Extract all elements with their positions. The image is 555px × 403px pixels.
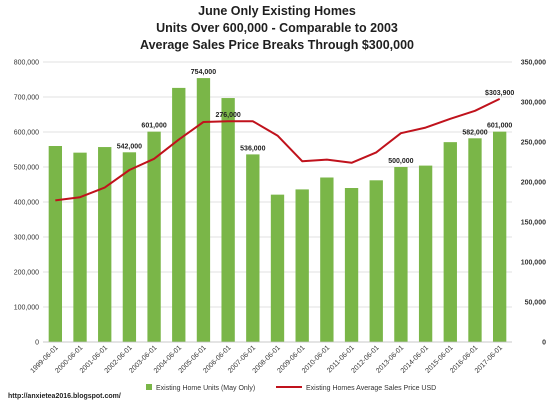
bar [394, 167, 408, 342]
data-label: 276,000 [215, 112, 240, 119]
bar [122, 152, 137, 342]
y-right-tick-label: 300,000 [521, 100, 546, 107]
bar [443, 142, 457, 342]
chart-title-line-2: Units Over 600,000 - Comparable to 2003 [156, 21, 398, 35]
bar [270, 194, 285, 342]
bar [98, 147, 112, 342]
bar [246, 154, 260, 342]
bar [221, 98, 235, 342]
bar [172, 87, 186, 343]
data-label: $303,900 [485, 90, 514, 97]
data-label: 536,000 [240, 145, 265, 152]
price-line [55, 97, 501, 202]
y-right-tick-label: 250,000 [521, 140, 546, 147]
y-left-tick-label: 700,000 [14, 95, 39, 102]
data-label: 500,000 [388, 158, 413, 165]
bar [196, 78, 211, 342]
data-label: 754,000 [191, 69, 216, 76]
bar [73, 152, 87, 342]
y-left-tick-label: 800,000 [14, 60, 39, 67]
y-left-tick-label: 600,000 [14, 130, 39, 137]
data-label: 601,000 [487, 123, 512, 130]
y-right-tick-label: 200,000 [521, 180, 546, 187]
legend-label-price: Existing Homes Average Sales Price USD [306, 385, 436, 392]
source-url: http://anxietea2016.blogspot.com/ [8, 393, 121, 400]
bar [369, 180, 383, 342]
chart-title-line-1: June Only Existing Homes [198, 4, 356, 18]
line-series [55, 97, 501, 202]
legend-swatch-units [146, 384, 152, 390]
data-label: 601,000 [141, 123, 166, 130]
bar [147, 131, 161, 342]
y-right-tick-label: 50,000 [525, 300, 547, 307]
bar-series [48, 78, 507, 343]
bar [492, 131, 507, 342]
data-label: 582,000 [462, 129, 487, 136]
axes: 0 100,000 200,000 300,000 400,000 500,000 600,… [14, 60, 546, 375]
y-left-tick-label: 500,000 [14, 165, 39, 172]
y-right-tick-label: 100,000 [521, 260, 546, 267]
data-label: 542,000 [117, 143, 142, 150]
y-left-tick-label: 100,000 [14, 305, 39, 312]
y-right-tick-label: 350,000 [521, 60, 546, 67]
legend-label-units: Existing Home Units (May Only) [156, 385, 255, 392]
y-left-tick-label: 200,000 [14, 270, 39, 277]
y-left-tick-label: 400,000 [14, 200, 39, 207]
bar [344, 188, 359, 342]
bar [320, 177, 334, 342]
bar [418, 165, 433, 342]
bar [468, 138, 482, 342]
y-left-tick-label: 300,000 [14, 235, 39, 242]
y-left-tick-label: 0 [35, 340, 39, 347]
legend: Existing Home Units (May Only) Existing … [146, 384, 436, 392]
y-right-tick-label: 0 [542, 340, 546, 347]
y-right-tick-label: 150,000 [521, 220, 546, 227]
chart-title-line-3: Average Sales Price Breaks Through $300,… [140, 38, 414, 52]
bar [48, 146, 63, 342]
data-labels: 542,000 601,000 754,000 276,000 536,000 500,0… [117, 69, 515, 165]
bar [295, 189, 309, 342]
